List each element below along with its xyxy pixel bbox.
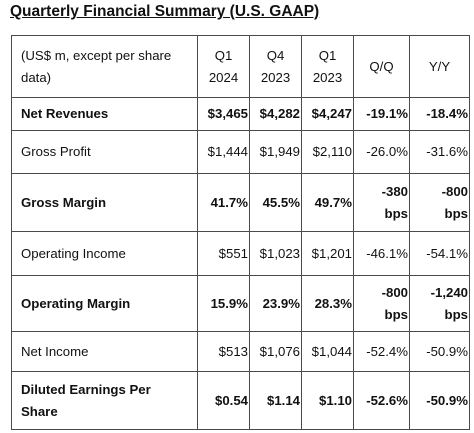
row-label: Operating Income bbox=[11, 231, 198, 276]
cell-value: -50.9% bbox=[409, 371, 470, 430]
cell-value: $513 bbox=[197, 331, 250, 372]
row-gross-profit: Gross Profit $1,444 $1,949 $2,110 -26.0%… bbox=[11, 130, 470, 174]
cell-value: -19.1% bbox=[353, 97, 410, 131]
cell-value: $3,465 bbox=[197, 97, 250, 131]
cell-value: $0.54 bbox=[197, 371, 250, 430]
cell-value-line1: -800 bbox=[381, 284, 408, 300]
cell-value: $1.14 bbox=[249, 371, 302, 430]
row-operating-income: Operating Income $551 $1,023 $1,201 -46.… bbox=[11, 231, 470, 276]
cell-value-line2: bps bbox=[444, 306, 468, 322]
row-net-revenues: Net Revenues $3,465 $4,282 $4,247 -19.1%… bbox=[11, 97, 470, 131]
row-operating-margin: Operating Margin 15.9% 23.9% 28.3% -800 … bbox=[11, 275, 470, 332]
cell-value: $1,076 bbox=[249, 331, 302, 372]
cell-value-line1: -1,240 bbox=[430, 284, 468, 300]
cell-value: $4,282 bbox=[249, 97, 302, 131]
financial-summary-table: (US$ m, except per share data) Q1 2024 Q… bbox=[11, 35, 470, 430]
cell-value: 49.7% bbox=[301, 173, 354, 232]
row-label: Gross Profit bbox=[11, 130, 198, 174]
cell-value: $4,247 bbox=[301, 97, 354, 131]
header-col-line2: 2023 bbox=[260, 69, 291, 85]
header-col-line2: 2024 bbox=[208, 69, 239, 85]
header-label-cell: (US$ m, except per share data) bbox=[11, 35, 198, 98]
cell-value-qq: -380 bps bbox=[353, 173, 410, 232]
cell-value: -50.9% bbox=[409, 331, 470, 372]
cell-value: $1,201 bbox=[301, 231, 354, 276]
cell-value: -46.1% bbox=[353, 231, 410, 276]
header-col-line1: Q1 bbox=[318, 47, 337, 63]
cell-value-yy: -1,240 bps bbox=[409, 275, 470, 332]
cell-value: $2,110 bbox=[301, 130, 354, 174]
header-col-line2: 2023 bbox=[312, 69, 343, 85]
row-label: Gross Margin bbox=[11, 173, 198, 232]
cell-value: 23.9% bbox=[249, 275, 302, 332]
header-col-line1: Q1 bbox=[214, 47, 233, 63]
cell-value: $551 bbox=[197, 231, 250, 276]
cell-value: $1,023 bbox=[249, 231, 302, 276]
cell-value: -31.6% bbox=[409, 130, 470, 174]
row-label: Net Revenues bbox=[11, 97, 198, 131]
row-net-income: Net Income $513 $1,076 $1,044 -52.4% -50… bbox=[11, 331, 470, 372]
cell-value: 15.9% bbox=[197, 275, 250, 332]
cell-value: -52.4% bbox=[353, 331, 410, 372]
cell-value-line1: -380 bbox=[381, 183, 408, 199]
header-col-q1-2023: Q1 2023 bbox=[301, 35, 354, 98]
cell-value-line2: bps bbox=[384, 306, 408, 322]
cell-value: $1,444 bbox=[197, 130, 250, 174]
header-label-line1: (US$ m, except per share bbox=[21, 47, 172, 63]
cell-value: $1.10 bbox=[301, 371, 354, 430]
cell-value: -52.6% bbox=[353, 371, 410, 430]
header-col-q1-2024: Q1 2024 bbox=[197, 35, 250, 98]
header-col-line1: Q4 bbox=[266, 47, 285, 63]
header-col-q4-2023: Q4 2023 bbox=[249, 35, 302, 98]
cell-value: 45.5% bbox=[249, 173, 302, 232]
row-diluted-eps: Diluted Earnings Per Share $0.54 $1.14 $… bbox=[11, 371, 470, 430]
row-label: Net Income bbox=[11, 331, 198, 372]
row-label: Operating Margin bbox=[11, 275, 198, 332]
cell-value: $1,949 bbox=[249, 130, 302, 174]
table-header-row: (US$ m, except per share data) Q1 2024 Q… bbox=[11, 35, 470, 98]
row-gross-margin: Gross Margin 41.7% 45.5% 49.7% -380 bps … bbox=[11, 173, 470, 232]
header-col-yy: Y/Y bbox=[409, 35, 470, 98]
header-label-line2: data) bbox=[21, 69, 52, 85]
header-col-qq: Q/Q bbox=[353, 35, 410, 98]
cell-value: 41.7% bbox=[197, 173, 250, 232]
page-title: Quarterly Financial Summary (U.S. GAAP) bbox=[10, 3, 320, 20]
cell-value: $1,044 bbox=[301, 331, 354, 372]
cell-value-line1: -800 bbox=[441, 183, 468, 199]
cell-value-qq: -800 bps bbox=[353, 275, 410, 332]
cell-value: 28.3% bbox=[301, 275, 354, 332]
cell-value: -18.4% bbox=[409, 97, 470, 131]
cell-value-line2: bps bbox=[384, 205, 408, 221]
cell-value: -54.1% bbox=[409, 231, 470, 276]
cell-value-line2: bps bbox=[444, 205, 468, 221]
row-label-line1: Diluted Earnings Per bbox=[21, 381, 151, 397]
cell-value-yy: -800 bps bbox=[409, 173, 470, 232]
cell-value: -26.0% bbox=[353, 130, 410, 174]
row-label-line2: Share bbox=[21, 403, 58, 419]
row-label: Diluted Earnings Per Share bbox=[11, 371, 198, 430]
